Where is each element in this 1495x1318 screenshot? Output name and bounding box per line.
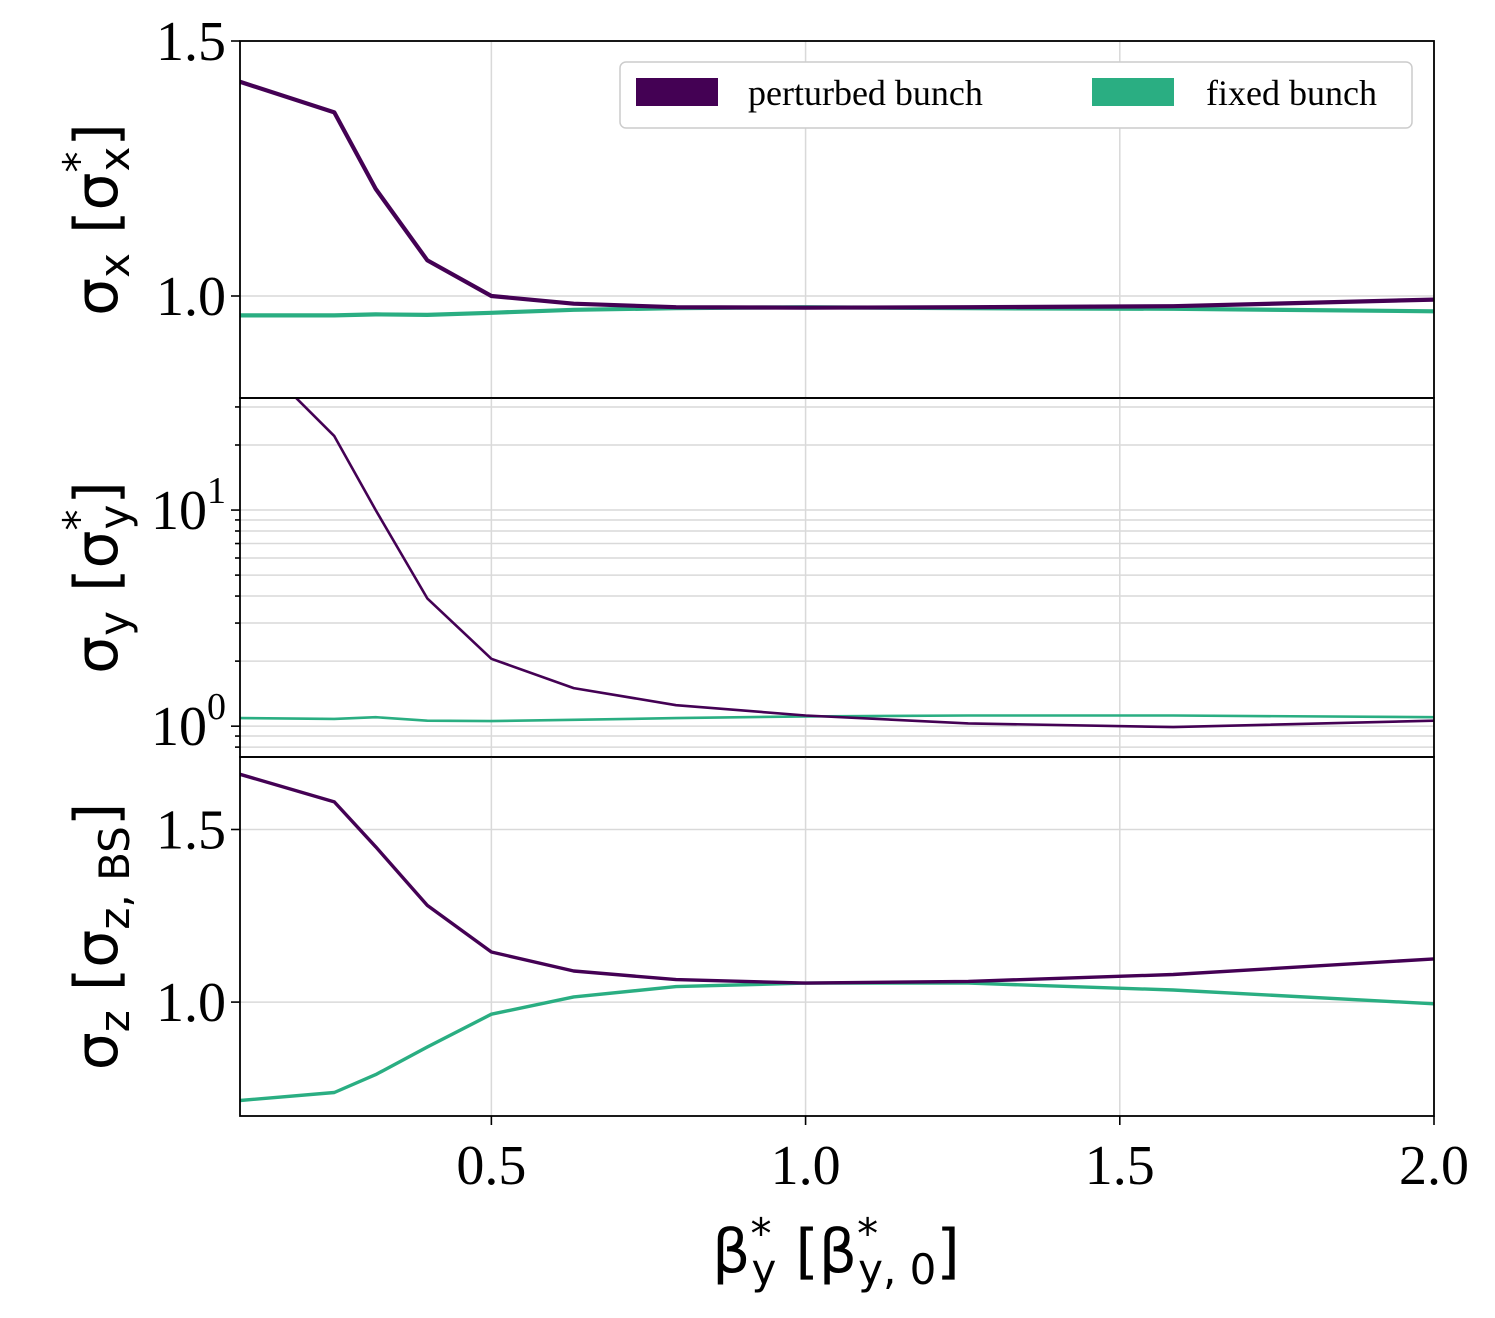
y-tick-label: 1.5 <box>156 11 226 73</box>
x-axis-title: β* y [β* y, 0] <box>712 1209 960 1294</box>
x-tick-label: 1.0 <box>771 1135 841 1197</box>
legend-swatch-fixed <box>1092 78 1174 106</box>
x-tick-label: 0.5 <box>456 1135 526 1197</box>
series-line-perturbed <box>240 772 1434 985</box>
series-group-sigma-x <box>240 79 1434 318</box>
y-axis-title-sigma-y: σy [σ*y] <box>54 481 139 674</box>
series-line-perturbed <box>294 398 1434 729</box>
axes-frame <box>239 756 1435 1117</box>
legend: perturbed bunch fixed bunch <box>619 61 1413 129</box>
legend-frame <box>619 61 1413 129</box>
legend-label-perturbed: perturbed bunch <box>748 73 983 113</box>
x-axis: 0.5 1.0 1.5 2.0 β* y [β* y, 0] <box>456 1116 1469 1294</box>
panel-sigma-z: 1.0 1.5 σz [σz, BS] <box>62 756 1435 1117</box>
y-tick-label: 101 <box>151 470 226 542</box>
legend-swatch-perturbed <box>636 78 718 106</box>
y-axis-title-sigma-z: σz [σz, BS] <box>62 803 139 1071</box>
series-group-sigma-y <box>240 398 1434 729</box>
legend-label-fixed: fixed bunch <box>1206 73 1377 113</box>
y-tick-label: 100 <box>151 686 226 758</box>
series-line-fixed <box>240 981 1434 1103</box>
series-line-fixed <box>240 714 1434 723</box>
axes-frame <box>239 397 1435 758</box>
y-tick-label: 1.5 <box>156 799 226 861</box>
y-tick-label: 1.0 <box>156 266 226 328</box>
panel-sigma-x: 1.0 1.5 σx [σ*x] <box>54 11 1435 399</box>
series-line-perturbed <box>240 79 1434 310</box>
x-tick-label: 2.0 <box>1399 1135 1469 1197</box>
y-axis-title-sigma-x: σx [σ*x] <box>54 123 139 316</box>
series-group-sigma-z <box>240 772 1434 1103</box>
x-tick-label: 1.5 <box>1085 1135 1155 1197</box>
y-tick-label: 1.0 <box>156 972 226 1034</box>
